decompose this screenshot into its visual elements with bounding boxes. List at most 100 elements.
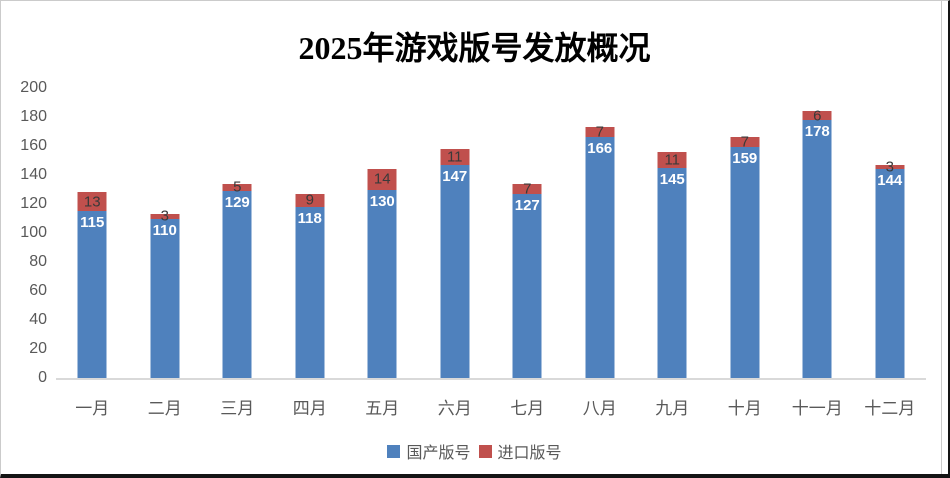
bar-column-2: 3 110 <box>129 88 202 378</box>
bar-value-label-imported: 14 <box>373 170 391 188</box>
stacked-bar: 13 115 <box>77 192 107 378</box>
y-tick-label: 40 <box>29 311 47 328</box>
bar-column-11: 6 178 <box>781 88 854 378</box>
bar-segment-domestic: 159 <box>730 147 760 378</box>
x-axis-label: 六月 <box>437 399 472 418</box>
bar-value-label-domestic: 127 <box>514 196 540 214</box>
y-tick-label: 120 <box>20 195 47 212</box>
plot-area: 13 115 3 110 5 129 9 118 14 130 11 147 7 127 7 166 11 145… <box>56 88 926 380</box>
stacked-bar: 9 118 <box>295 193 325 378</box>
y-axis: 0 20 40 60 80 100 120 140 160 180 200 <box>1 79 47 386</box>
x-axis-label: 八月 <box>582 399 617 418</box>
stacked-bar: 6 178 <box>802 108 832 378</box>
bar-column-4: 9 118 <box>274 88 347 378</box>
bar-segment-imported: 3 <box>150 209 180 224</box>
bar-segment-domestic: 118 <box>295 206 325 378</box>
x-axis-label: 二月 <box>147 399 182 418</box>
bar-column-6: 11 147 <box>419 88 492 378</box>
bar-segment-imported: 6 <box>802 108 832 123</box>
y-tick-label: 80 <box>29 253 47 270</box>
x-axis-label: 五月 <box>365 399 400 418</box>
bar-segment-imported: 7 <box>730 135 760 150</box>
bar-segment-domestic: 130 <box>367 189 397 378</box>
bar-column-5: 14 130 <box>346 88 419 378</box>
bar-column-3: 5 129 <box>201 88 274 378</box>
bar-value-label-domestic: 129 <box>224 193 250 211</box>
bar-value-label-domestic: 159 <box>732 150 758 168</box>
bar-value-label-imported: 9 <box>305 191 314 209</box>
y-tick-label: 20 <box>29 340 47 357</box>
bar-column-8: 7 166 <box>564 88 637 378</box>
bar-value-label-imported: 7 <box>740 133 749 151</box>
y-tick-label: 140 <box>20 166 47 183</box>
bar-value-label-imported: 7 <box>595 123 604 141</box>
y-tick-label: 60 <box>29 282 47 299</box>
bar-value-label-imported: 6 <box>813 107 822 125</box>
bar-segment-imported: 14 <box>367 169 397 190</box>
bar-segment-imported: 3 <box>875 160 905 175</box>
bar-segment-domestic: 178 <box>802 119 832 378</box>
y-tick-label: 160 <box>20 137 47 154</box>
legend-swatch-imported <box>478 444 492 458</box>
bar-value-label-imported: 7 <box>523 180 532 198</box>
stacked-bar: 11 147 <box>440 148 470 378</box>
y-tick-label: 180 <box>20 108 47 125</box>
bar-segment-domestic: 144 <box>875 169 905 378</box>
bar-value-label-domestic: 166 <box>587 140 613 158</box>
legend-label-domestic: 国产版号 <box>406 445 471 462</box>
x-axis-label: 七月 <box>510 399 545 418</box>
x-axis-label: 九月 <box>655 399 690 418</box>
x-axis-label: 十月 <box>727 399 762 418</box>
x-axis: 一月 二月 三月 四月 五月 六月 七月 八月 九月 十月 十一月 十二月 <box>56 394 926 419</box>
bar-segment-imported: 9 <box>295 193 325 208</box>
bar-segment-domestic: 145 <box>657 167 687 378</box>
stacked-bar: 3 144 <box>875 160 905 378</box>
stacked-bar: 5 129 <box>222 180 252 378</box>
bar-column-9: 11 145 <box>636 88 709 378</box>
bar-segment-imported: 7 <box>585 125 615 140</box>
bar-segment-domestic: 127 <box>512 193 542 378</box>
legend-swatch-domestic <box>387 444 401 458</box>
bar-segment-imported: 5 <box>222 180 252 195</box>
bar-value-label-imported: 3 <box>885 158 894 176</box>
x-axis-label: 十一月 <box>791 399 843 418</box>
stacked-bar: 7 166 <box>585 125 615 378</box>
bar-value-label-domestic: 118 <box>297 209 322 227</box>
bar-value-label-domestic: 115 <box>80 214 105 232</box>
bar-value-label-domestic: 178 <box>804 122 830 140</box>
bar-value-label-imported: 5 <box>233 178 242 196</box>
y-tick-label: 200 <box>20 79 47 96</box>
bar-segment-imported: 11 <box>440 148 470 165</box>
x-axis-label: 三月 <box>220 399 255 418</box>
bar-segment-imported: 11 <box>657 151 687 168</box>
chart-title: 2025年游戏版号发放概况 <box>298 30 651 66</box>
y-tick-label: 0 <box>38 369 47 386</box>
stacked-bar: 3 110 <box>150 209 180 378</box>
bar-segment-domestic: 115 <box>77 211 107 378</box>
bar-segment-domestic: 129 <box>222 190 252 378</box>
y-tick-label: 100 <box>20 224 47 241</box>
bar-column-10: 7 159 <box>709 88 782 378</box>
bar-value-label-domestic: 144 <box>877 172 903 190</box>
bar-value-label-imported: 13 <box>83 193 101 211</box>
stacked-bar: 7 159 <box>730 135 760 378</box>
bar-segment-domestic: 110 <box>150 218 180 378</box>
legend-label-imported: 进口版号 <box>497 445 562 462</box>
bar-column-12: 3 144 <box>854 88 927 378</box>
bar-segment-imported: 13 <box>77 192 107 212</box>
legend-item-imported: 进口版号 <box>478 439 562 463</box>
x-axis-label: 一月 <box>75 399 110 418</box>
bar-value-label-domestic: 110 <box>152 221 177 239</box>
bar-value-label-domestic: 130 <box>369 192 395 210</box>
bar-value-label-domestic: 147 <box>442 167 468 185</box>
bar-segment-domestic: 147 <box>440 164 470 378</box>
bar-segment-imported: 7 <box>512 181 542 196</box>
stacked-bar: 11 145 <box>657 151 687 378</box>
bar-segment-domestic: 166 <box>585 137 615 378</box>
legend: 国产版号 进口版号 <box>1 439 948 463</box>
bar-value-label-imported: 3 <box>160 207 169 225</box>
bar-column-7: 7 127 <box>491 88 564 378</box>
bar-value-label-domestic: 145 <box>659 170 685 188</box>
bar-value-label-imported: 11 <box>664 151 681 169</box>
